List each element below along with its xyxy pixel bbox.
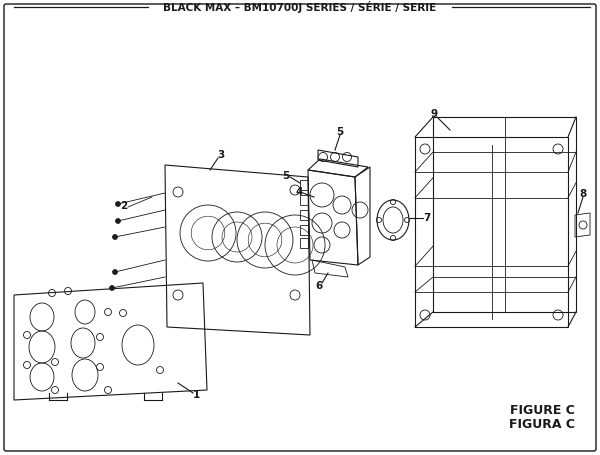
Text: 4: 4 — [295, 187, 302, 197]
Text: 2: 2 — [121, 201, 128, 211]
Text: 3: 3 — [217, 150, 224, 160]
Text: 1: 1 — [193, 390, 200, 400]
Text: 5: 5 — [283, 171, 290, 181]
Text: 9: 9 — [430, 109, 437, 119]
Text: BLACK MAX – BM10700J SERIES / SÉRIE / SERIE: BLACK MAX – BM10700J SERIES / SÉRIE / SE… — [163, 1, 437, 13]
Circle shape — [113, 234, 118, 239]
Text: FIGURA C: FIGURA C — [509, 419, 575, 431]
Circle shape — [110, 285, 115, 290]
Circle shape — [115, 202, 121, 207]
Text: 6: 6 — [316, 281, 323, 291]
Circle shape — [113, 269, 118, 274]
Text: 8: 8 — [580, 189, 587, 199]
Text: 5: 5 — [337, 127, 344, 137]
Circle shape — [115, 218, 121, 223]
Text: 7: 7 — [424, 213, 431, 223]
Text: FIGURE C: FIGURE C — [510, 404, 575, 416]
